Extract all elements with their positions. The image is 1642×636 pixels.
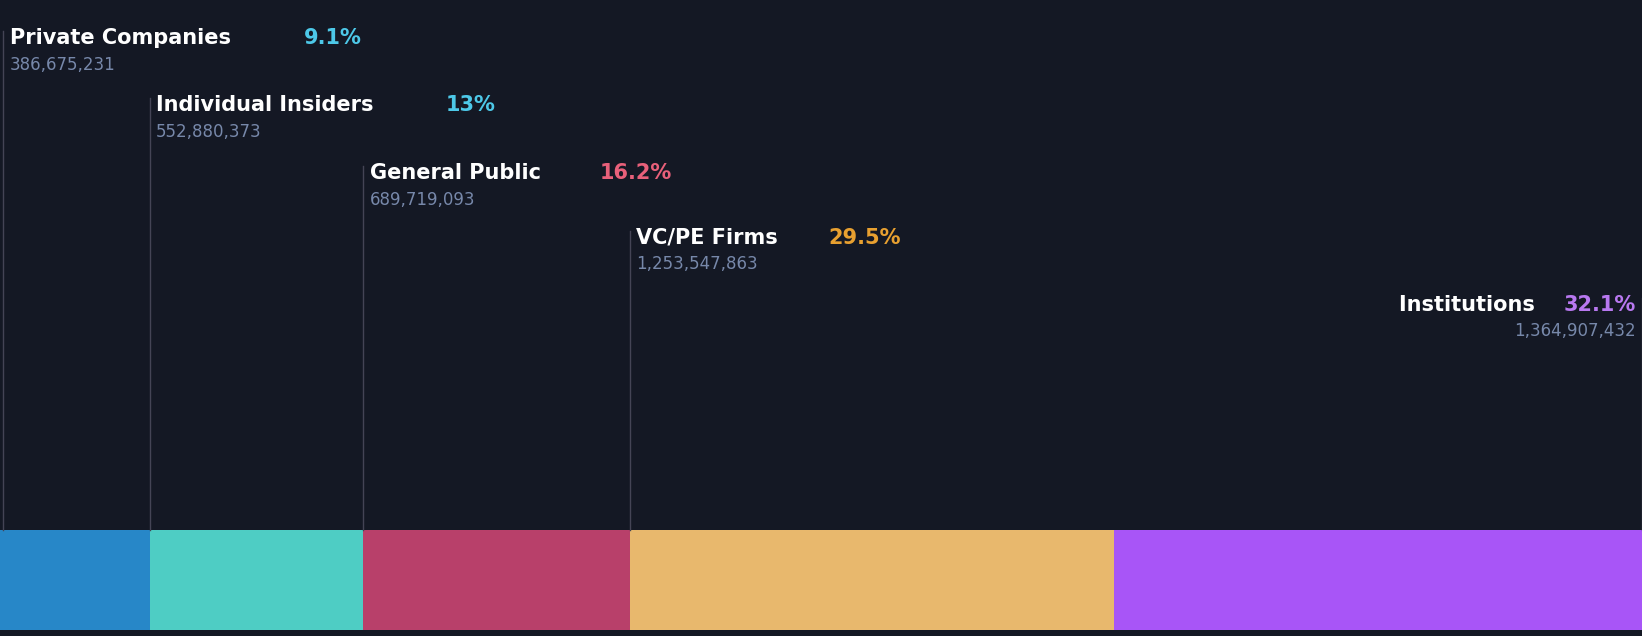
Bar [149,530,363,630]
Text: Individual Insiders: Individual Insiders [156,95,381,115]
Text: 386,675,231: 386,675,231 [10,56,115,74]
Text: Private Companies: Private Companies [10,28,238,48]
Text: Institutions: Institutions [1399,295,1542,315]
Bar [363,530,629,630]
Text: 552,880,373: 552,880,373 [156,123,261,141]
Text: 9.1%: 9.1% [304,28,363,48]
Text: General Public: General Public [369,163,548,183]
Bar [1115,530,1642,630]
Text: 1,253,547,863: 1,253,547,863 [635,255,757,273]
Bar [629,530,1115,630]
Text: VC/PE Firms: VC/PE Firms [635,228,785,248]
Text: 32.1%: 32.1% [1563,295,1635,315]
Text: 29.5%: 29.5% [828,228,901,248]
Bar [0,530,149,630]
Text: 16.2%: 16.2% [599,163,672,183]
Text: 13%: 13% [447,95,496,115]
Text: 689,719,093: 689,719,093 [369,191,475,209]
Text: 1,364,907,432: 1,364,907,432 [1514,322,1635,340]
